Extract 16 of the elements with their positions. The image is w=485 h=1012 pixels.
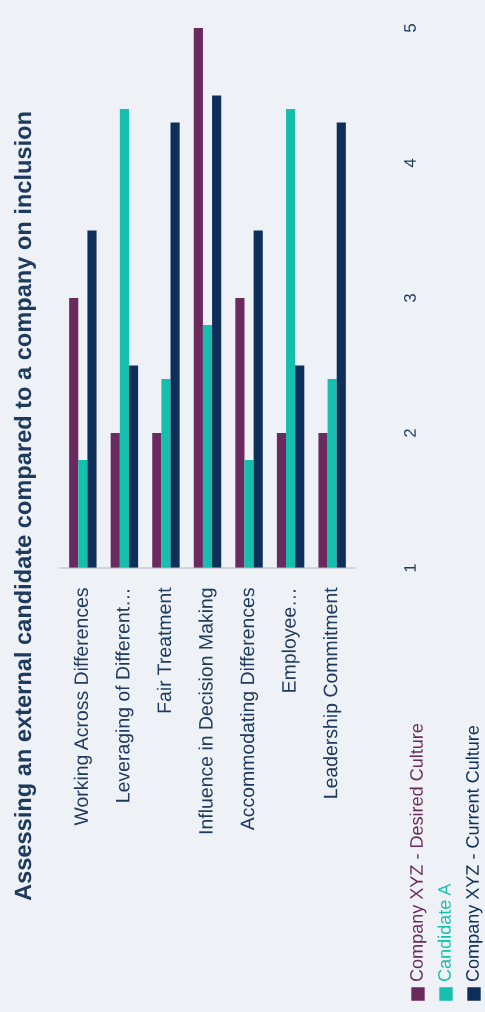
- x-tick-label: Fair Treatment: [156, 587, 172, 713]
- x-tick-label: Influence in Decision Making: [198, 588, 217, 834]
- x-tick-label: Leadership Commitment: [323, 587, 342, 798]
- text: Company XYZ - Current Culture: [465, 725, 483, 982]
- y-tick-label: 3: [404, 294, 416, 302]
- y-tick-label: 4: [404, 158, 416, 168]
- x-tick-label: Working Across Differences: [73, 588, 92, 826]
- y-tick-label: 1: [404, 564, 416, 572]
- text: Assessing an external candidate compared to a company on inclusion: [13, 112, 37, 901]
- y-tick-label: 5: [404, 24, 416, 32]
- x-tick-label: Leveraging of Different…: [115, 590, 134, 802]
- x-tick-label: Employee…: [281, 590, 300, 692]
- x-tick-label: Accommodating Differences: [239, 588, 259, 831]
- y-tick-label: 2: [404, 429, 416, 437]
- text: Company XYZ - Desired Culture: [409, 723, 427, 982]
- text: Candidate A: [437, 883, 451, 982]
